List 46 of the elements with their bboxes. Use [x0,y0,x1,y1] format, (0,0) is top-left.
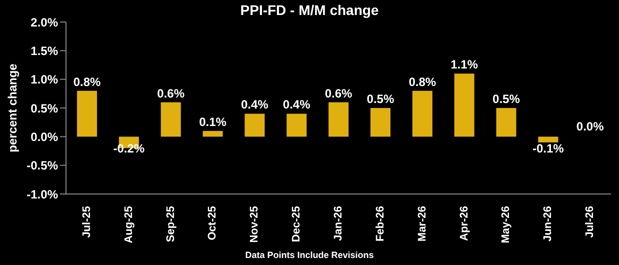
y-tick-label: 2.0% [30,15,58,30]
y-axis-title: percent change [5,63,20,152]
x-tick-label: Jul-26 [584,206,596,238]
x-tick-label: Jul-25 [80,206,93,238]
data-label: 0.6% [324,86,353,100]
bar [244,114,265,137]
x-tick-label: May-26 [500,206,512,244]
bar [496,108,516,137]
y-tick-label: 1.5% [30,44,58,58]
y-tick-label: -0.5% [26,158,58,173]
x-tick-label: Jun-26 [542,206,554,242]
data-label: 0.5% [492,92,520,106]
x-tick-label: Oct-25 [206,206,219,240]
chart-title: PPI-FD - M/M change [240,2,379,18]
bar [370,108,390,137]
data-label: 0.1% [199,114,227,129]
x-tick-label: Feb-26 [374,206,386,242]
data-label: 1.1% [450,58,478,72]
bar [412,90,432,137]
data-label: -0.1% [532,142,564,156]
y-tick-label: 0.0% [30,130,58,144]
y-tick-label: -1.0% [26,187,58,202]
bar [160,102,181,137]
text: Data Points Include Revisions [244,250,375,260]
bar [454,74,474,137]
data-label: 0.8% [73,74,101,89]
x-tick-label: Aug-25 [122,206,135,244]
x-tick-label: Apr-26 [458,206,470,241]
bar [77,90,97,137]
data-label: 0.0% [576,120,604,134]
y-tick-label: 1.0% [30,72,58,87]
x-tick-label: Dec-25 [290,206,303,242]
data-label: 0.4% [241,98,269,112]
bar [328,102,349,137]
x-tick-label: Nov-25 [248,206,261,243]
bar [286,114,307,137]
data-label: 0.5% [366,92,394,106]
x-tick-label: Sep-25 [164,206,177,242]
data-label: 0.6% [157,86,185,100]
bar [202,130,223,137]
data-label: 0.8% [408,74,436,89]
y-tick-label: 0.5% [30,101,58,116]
x-tick-label: Jan-26 [332,206,344,241]
x-tick-label: Mar-26 [416,206,428,242]
data-label: 0.4% [282,98,311,112]
bar [538,136,558,142]
